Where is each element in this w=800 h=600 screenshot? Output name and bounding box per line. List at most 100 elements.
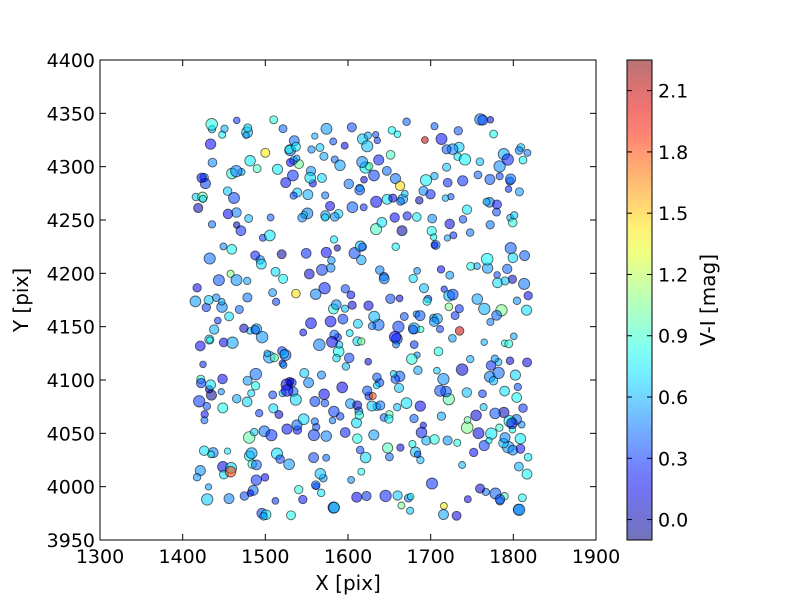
y-tick-label: 4200 — [47, 263, 95, 285]
data-point — [217, 373, 228, 385]
data-point — [255, 330, 269, 344]
data-point — [461, 204, 473, 215]
data-point — [385, 149, 396, 160]
data-point — [489, 129, 498, 139]
data-point — [372, 381, 381, 390]
data-point — [321, 191, 330, 200]
data-point — [385, 293, 396, 304]
data-point — [355, 445, 365, 455]
data-point — [402, 117, 411, 127]
data-point — [200, 416, 209, 425]
data-point — [411, 212, 422, 222]
data-point — [324, 315, 337, 328]
data-point — [458, 153, 472, 166]
data-point — [392, 490, 403, 501]
x-axis-ticks: 1300 1400 1500 1600 1700 1800 1900 — [76, 60, 620, 568]
data-point — [509, 332, 518, 341]
data-point — [250, 459, 262, 471]
data-point — [505, 173, 517, 185]
data-point — [274, 410, 284, 419]
data-point — [278, 124, 288, 134]
data-point — [281, 423, 293, 435]
x-tick-label: 1400 — [158, 546, 206, 568]
data-point — [266, 213, 275, 222]
data-point — [469, 447, 479, 458]
data-point — [490, 354, 499, 363]
data-point — [373, 136, 381, 145]
data-point — [304, 171, 317, 184]
data-point — [425, 477, 439, 490]
data-point — [438, 509, 449, 520]
data-point — [513, 503, 526, 516]
data-point — [379, 489, 392, 503]
data-point — [291, 141, 301, 152]
data-point — [396, 225, 408, 237]
data-point — [419, 174, 433, 187]
data-point — [337, 313, 349, 325]
data-point — [384, 452, 394, 462]
data-point — [514, 187, 524, 197]
data-point — [205, 379, 217, 391]
data-point — [322, 453, 331, 462]
data-point — [280, 384, 294, 397]
data-point — [241, 396, 253, 408]
data-point — [485, 436, 493, 445]
x-tick-label: 1300 — [76, 546, 124, 568]
data-point — [311, 480, 321, 490]
data-point — [250, 325, 261, 335]
data-point — [329, 235, 339, 244]
data-point — [343, 178, 355, 190]
data-point — [340, 284, 350, 294]
data-point — [271, 163, 284, 175]
data-point — [466, 354, 475, 364]
data-point — [204, 138, 217, 150]
data-point — [198, 194, 208, 203]
data-point — [222, 186, 233, 196]
data-point — [518, 403, 528, 413]
data-point — [381, 165, 392, 176]
data-point — [436, 411, 447, 421]
data-point — [347, 300, 357, 310]
data-point — [429, 434, 440, 445]
data-point — [442, 162, 452, 172]
colorbar-tick-label: 1.8 — [658, 142, 688, 164]
x-axis-label: X [pix] — [315, 571, 381, 595]
data-point — [499, 432, 511, 444]
data-point — [244, 214, 254, 223]
data-point — [495, 423, 504, 432]
data-point — [437, 372, 450, 386]
data-point — [454, 304, 464, 314]
data-point — [226, 269, 235, 278]
data-point — [478, 389, 487, 399]
data-point — [441, 144, 452, 155]
data-point — [320, 430, 332, 442]
y-tick-label: 4300 — [47, 157, 95, 179]
data-point — [354, 184, 366, 196]
data-point — [289, 191, 298, 200]
data-point — [217, 402, 229, 414]
data-point — [429, 233, 438, 241]
data-point — [512, 296, 522, 306]
data-point — [396, 197, 405, 206]
data-point — [360, 175, 368, 184]
data-point — [453, 126, 463, 136]
data-point — [243, 123, 253, 133]
data-point — [263, 349, 272, 358]
data-point — [320, 398, 330, 408]
data-point — [285, 158, 295, 167]
data-point — [500, 276, 510, 286]
data-point — [330, 299, 342, 310]
data-point — [192, 472, 202, 482]
data-point — [307, 145, 316, 154]
data-point — [351, 491, 363, 503]
data-point — [193, 202, 204, 214]
data-point — [343, 352, 355, 364]
data-point — [515, 443, 526, 454]
y-axis-label: Y [pix] — [9, 268, 33, 333]
data-point — [329, 211, 340, 222]
colorbar: 0.0 0.3 0.6 0.9 1.2 1.5 1.8 2.1 V-I [mag] — [626, 59, 720, 541]
data-point — [480, 338, 488, 346]
data-point — [232, 221, 241, 229]
data-point — [443, 234, 452, 242]
